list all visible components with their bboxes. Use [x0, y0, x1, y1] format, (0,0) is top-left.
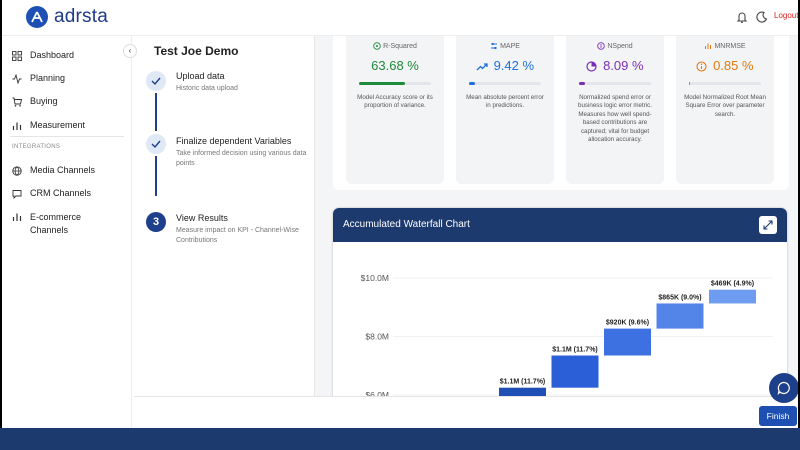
- bar-chart-icon: [705, 43, 712, 49]
- metric-name: MAPE: [500, 42, 520, 50]
- main-content: R-Squared 63.68 % Model Accuracy score o…: [314, 36, 798, 408]
- bar-chart-icon: [12, 213, 22, 221]
- sidebar-section-label: INTEGRATIONS: [12, 144, 61, 150]
- chart-header: Accumulated Waterfall Chart: [333, 208, 787, 242]
- step-3-number: 3: [146, 212, 166, 232]
- metric-name: MNRMSE: [714, 42, 746, 50]
- check-icon: [151, 77, 161, 86]
- logo-icon: [26, 6, 48, 28]
- expand-icon: [763, 220, 773, 230]
- dollar-icon: [597, 42, 606, 50]
- sidebar-item-measurement[interactable]: Measurement: [12, 120, 85, 131]
- bar-data-label: $920K (9.6%): [606, 320, 649, 327]
- step-connector: [155, 93, 157, 131]
- info-icon: [696, 61, 707, 72]
- expand-chart-button[interactable]: [759, 216, 777, 234]
- metric-card-mape: MAPE 9.42 % Mean absolute percent error …: [456, 36, 554, 184]
- pie-chart-icon: [586, 61, 598, 72]
- chat-bubble-icon: [777, 381, 790, 395]
- sidebar-item-label: Dashboard: [30, 50, 75, 60]
- chat-icon: [12, 190, 22, 199]
- finish-button[interactable]: Finish: [759, 406, 797, 426]
- metric-progress: [359, 82, 431, 85]
- check-icon: [151, 140, 161, 149]
- step-title: View Results: [176, 213, 228, 223]
- app-window: adrsta Logout Dashboard Planning Buyi: [2, 0, 798, 428]
- metrics-panel: R-Squared 63.68 % Model Accuracy score o…: [333, 36, 789, 190]
- sidebar-item-label: Planning: [30, 73, 66, 83]
- waterfall-chart-card: Accumulated Waterfall Chart $10.0M $8.0M $…: [333, 208, 787, 408]
- step-2-check: [146, 134, 166, 154]
- sidebar-item-planning[interactable]: Planning: [12, 73, 65, 84]
- sidebar-item-media-channels[interactable]: Media Channels: [12, 165, 95, 176]
- bar-data-label: $469K (4.9%): [711, 281, 754, 288]
- metric-description: Model Accuracy score or its proportion o…: [357, 94, 433, 110]
- chat-button[interactable]: [769, 373, 798, 403]
- metric-value: 0.85 %: [676, 58, 774, 73]
- steps-panel: Test Joe Demo Upload data Historic data …: [134, 36, 312, 396]
- logout-link[interactable]: Logout: [774, 11, 798, 20]
- step-title: Upload data: [176, 71, 225, 81]
- metric-progress: [469, 82, 541, 85]
- top-header: adrsta Logout: [2, 0, 798, 36]
- sidebar-item-crm-channels[interactable]: CRM Channels: [12, 188, 91, 199]
- bar-chart-icon: [12, 122, 22, 130]
- globe-icon: [12, 166, 22, 176]
- activity-icon: [12, 74, 22, 84]
- cart-icon: [12, 97, 22, 107]
- sidebar-item-dashboard[interactable]: Dashboard: [12, 50, 74, 61]
- step-description: Historic data upload: [176, 85, 238, 92]
- metric-card-r-squared: R-Squared 63.68 % Model Accuracy score o…: [346, 36, 444, 184]
- footer-bar: Finish: [134, 396, 798, 428]
- y-tick-label: $6.0M: [365, 390, 389, 400]
- sliders-icon: [491, 43, 498, 49]
- metric-value: 8.09 %: [566, 58, 664, 73]
- waterfall-bar[interactable]: [656, 303, 704, 329]
- waterfall-chart: $10.0M $8.0M $6.0M $1.1M (11.7%) $1.1M (11.…: [361, 273, 773, 401]
- step-description: Measure impact on KPI - Channel-Wise Con…: [176, 227, 299, 244]
- metric-description: Normalized spend error or business logic…: [578, 94, 652, 144]
- sidebar-item-ecommerce-channels[interactable]: E-commerce Channels: [12, 211, 108, 237]
- metric-name: NSpend: [607, 42, 633, 50]
- metric-progress: [689, 82, 761, 85]
- sidebar-collapse-button[interactable]: ‹: [123, 44, 137, 58]
- sidebar-item-label: Media Channels: [30, 165, 96, 175]
- waterfall-bar[interactable]: [604, 328, 651, 356]
- grid-icon: [12, 51, 22, 61]
- target-icon: [373, 42, 381, 50]
- sidebar-item-label: E-commerce Channels: [30, 212, 82, 235]
- sidebar-item-label: Buying: [30, 96, 58, 106]
- metric-value: 63.68 %: [371, 58, 419, 73]
- step-title: Finalize dependent Variables: [176, 136, 292, 146]
- waterfall-bar[interactable]: [709, 289, 756, 304]
- moon-icon[interactable]: [755, 10, 769, 24]
- page-title: Test Joe Demo: [154, 44, 239, 58]
- chart-title: Accumulated Waterfall Chart: [343, 219, 470, 230]
- sidebar: Dashboard Planning Buying Measurement IN…: [2, 36, 132, 428]
- bell-icon[interactable]: [735, 10, 749, 24]
- step-1-check: [146, 71, 166, 91]
- sidebar-divider: [10, 136, 124, 137]
- bar-data-label: $1.1M (11.7%): [552, 347, 598, 354]
- sidebar-item-buying[interactable]: Buying: [12, 96, 58, 107]
- y-tick-label: $8.0M: [365, 332, 389, 342]
- metric-progress: [579, 82, 651, 85]
- metric-description: Mean absolute percent error in predictio…: [466, 94, 544, 110]
- metric-value: 9.42 %: [456, 58, 554, 73]
- waterfall-bar[interactable]: [551, 355, 599, 388]
- trending-up-icon: [476, 62, 488, 71]
- metric-card-nspend: NSpend 8.09 % Normalized spend error or …: [566, 36, 664, 184]
- logo-text: adrsta: [54, 6, 109, 27]
- bar-data-label: $1.1M (11.7%): [500, 379, 546, 386]
- y-tick-label: $10.0M: [361, 273, 389, 283]
- metric-name: R-Squared: [383, 42, 417, 50]
- bar-data-label: $865K (9.0%): [658, 294, 701, 301]
- sidebar-item-label: CRM Channels: [30, 188, 92, 198]
- metric-card-mnrmse: MNRMSE 0.85 % Model Normalized Root Mean…: [676, 36, 774, 184]
- step-description: Take informed decision using various dat…: [176, 150, 307, 167]
- metric-description: Model Normalized Root Mean Square Error …: [684, 94, 766, 118]
- sidebar-item-label: Measurement: [30, 120, 86, 130]
- bottom-strip: [0, 428, 800, 450]
- step-connector: [155, 156, 157, 196]
